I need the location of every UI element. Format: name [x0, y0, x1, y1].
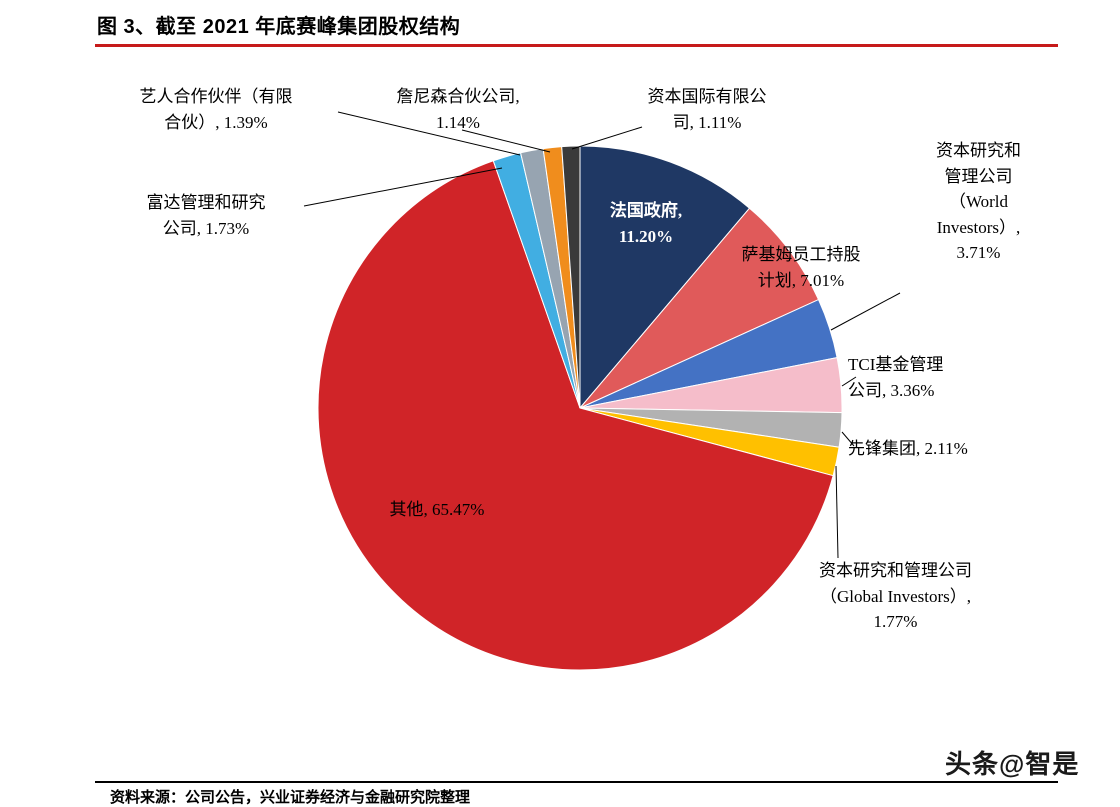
leader-line [303, 167, 503, 207]
pie-slice-faguo [579, 145, 751, 410]
leader-line [461, 129, 551, 153]
leader-line [841, 376, 857, 387]
toutiao-watermark: 头条@智是 [945, 749, 1080, 779]
leader-line [835, 465, 839, 559]
label-french-government-slice: 法国政府, 11.20% [609, 201, 683, 246]
label-others-slice: 其他, 65.47% [389, 500, 485, 519]
callout-jennison-associates: 詹尼森合伙公司, 1.14% [396, 87, 520, 132]
leader-line [830, 292, 901, 331]
callout-sagem-employee-plan: 萨基姆员工持股 计划, 7.01% [741, 245, 861, 290]
leader-line [841, 431, 855, 447]
figure-title: 图 3、截至 2021 年底赛峰集团股权结构 [97, 16, 461, 38]
leader-line [337, 111, 521, 156]
callout-artisan-partners: 艺人合作伙伴（有限 合伙）, 1.39% [139, 87, 293, 132]
footer-rule [95, 781, 1058, 783]
leader-line [571, 126, 643, 150]
callout-capital-world-investors: 资本研究和 管理公司 （World Investors）, 3.71% [936, 141, 1021, 262]
pie-slice-saji [579, 207, 820, 409]
callout-capital-global-investors: 资本研究和管理公司 （Global Investors）, 1.77% [819, 561, 972, 631]
source-note: 资料来源：公司公告，兴业证券经济与金融研究院整理 [110, 790, 471, 806]
pie-slice-qita [317, 160, 834, 671]
callout-vanguard-group: 先锋集团, 2.11% [848, 439, 968, 458]
callout-capital-international: 资本国际有限公 司, 1.11% [647, 87, 767, 132]
callout-tci-fund-management: TCI基金管理 公司, 3.36% [848, 355, 944, 400]
callout-fidelity-management: 富达管理和研究 公司, 1.73% [146, 193, 266, 238]
title-rule [95, 44, 1058, 47]
